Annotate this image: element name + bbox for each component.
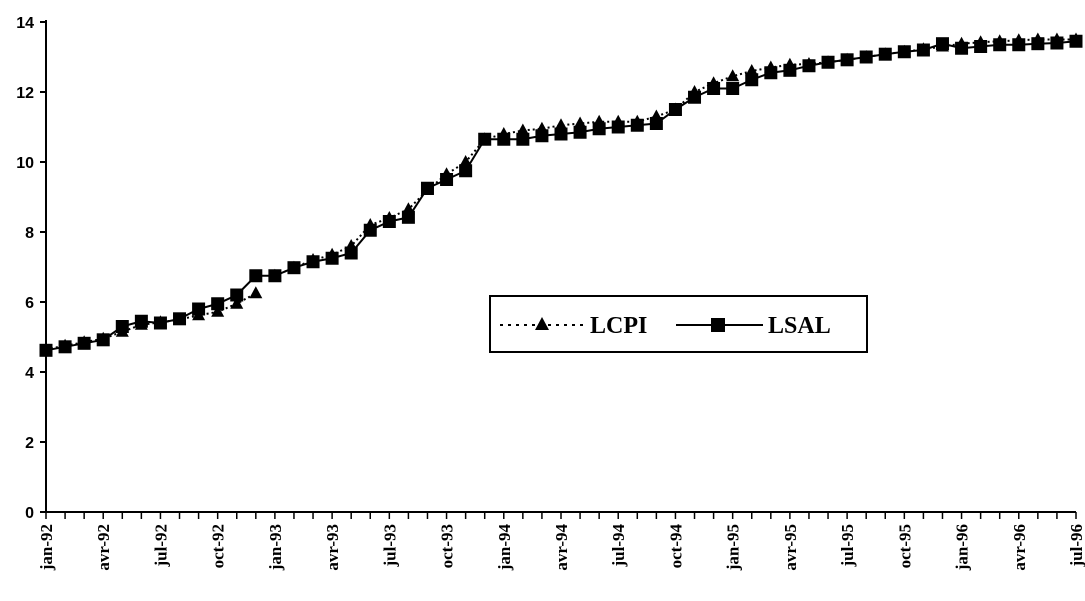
series-lsal-point: [192, 302, 206, 316]
x-tick-label: oct-95: [895, 524, 914, 568]
legend: LCPI LSAL: [489, 295, 868, 353]
series-lcpi-point: [230, 296, 244, 309]
y-tick-label: 8: [25, 225, 34, 242]
series-lcpi-point: [287, 260, 301, 273]
series-lcpi-point: [211, 304, 225, 317]
series-lcpi-point: [935, 39, 949, 52]
series-lsal-point: [173, 312, 187, 326]
x-tick-label: jan-95: [724, 524, 743, 571]
x-tick-label: avr-93: [323, 524, 342, 571]
x-tick-label: jul-95: [838, 524, 857, 568]
series-lcpi-point: [668, 102, 682, 115]
x-tick-label: avr-96: [1010, 524, 1029, 571]
series-lsal-point: [249, 269, 263, 283]
y-tick-label: 2: [25, 435, 34, 452]
x-tick-label: oct-94: [666, 524, 685, 569]
series-layer: [39, 32, 1083, 357]
x-tick-label: oct-92: [209, 524, 228, 568]
legend-lcpi-triangle-marker: [535, 317, 549, 330]
series-lsal-point: [554, 127, 568, 141]
x-tick-label: jan-92: [37, 524, 56, 571]
series-lcpi-point: [535, 121, 549, 134]
series-lcpi-point: [459, 155, 473, 167]
series-lcpi-point: [440, 167, 454, 180]
series-lsal-point: [58, 340, 72, 354]
series-lcpi-point: [745, 64, 759, 76]
series-lcpi-point: [516, 123, 530, 136]
y-tick-label: 14: [16, 15, 34, 32]
series-lsal-point: [115, 320, 129, 333]
series-lcpi-point: [840, 52, 854, 65]
series-lcpi-point: [573, 116, 587, 129]
legend-label-lsal: LSAL: [768, 313, 831, 339]
series-lsal-point: [134, 314, 148, 328]
series-lcpi-point: [821, 55, 835, 68]
series-lcpi-point: [916, 42, 930, 55]
series-lsal-point: [459, 164, 473, 178]
series-lcpi-point: [707, 76, 721, 89]
legend-lsal-square-marker: [711, 318, 725, 332]
series-lcpi-point: [897, 44, 911, 57]
series-lsal-point: [77, 336, 91, 350]
x-tick-label: avr-92: [94, 524, 113, 571]
series-lcpi-point: [592, 114, 606, 127]
y-tick-label: 12: [16, 85, 34, 102]
series-lcpi-point: [306, 253, 320, 265]
series-lsal-point: [745, 73, 759, 87]
series-lcpi-line: [274, 38, 1076, 277]
x-tick-label: jul-96: [1067, 524, 1085, 568]
series-lcpi-point: [993, 34, 1007, 47]
x-tick-label: jul-94: [609, 524, 628, 568]
series-lsal-point: [726, 82, 740, 95]
series-lcpi-point: [401, 202, 415, 215]
x-tick-label: jan-94: [495, 524, 514, 572]
x-tick-label: jan-93: [266, 524, 285, 571]
series-lsal-point: [573, 125, 587, 139]
series-lsal-point: [96, 333, 110, 347]
x-tick-label: jul-93: [380, 524, 399, 568]
y-tick-label: 6: [25, 295, 34, 312]
series-lcpi-point: [478, 132, 492, 145]
legend-label-lcpi: LCPI: [590, 313, 647, 339]
x-tick-label: jul-92: [151, 524, 170, 568]
series-lcpi-point: [974, 35, 988, 48]
series-lcpi-point: [859, 50, 873, 62]
series-lcpi-point: [630, 114, 644, 127]
x-tick-label: avr-95: [781, 524, 800, 571]
series-lcpi-point: [1031, 32, 1045, 45]
series-lcpi-point: [726, 69, 740, 82]
x-tick-label: oct-93: [438, 524, 457, 568]
series-lcpi-point: [955, 36, 969, 49]
series-lcpi-point: [783, 57, 797, 70]
y-tick-label: 0: [25, 505, 34, 522]
axes: 0 2 4 6 8 10 12 14 jan-92 avr-92 jul-92 oct-92 jan-9…: [16, 15, 1085, 571]
series-lcpi-point: [363, 218, 377, 230]
series-lcpi-point: [1012, 33, 1026, 46]
series-lcpi-point: [878, 47, 892, 60]
series-lsal-point: [230, 288, 244, 302]
series-lsal-point: [153, 316, 167, 330]
series-lcpi-point: [611, 114, 625, 127]
series-lcpi-point: [764, 60, 778, 73]
series-lcpi-point: [325, 247, 339, 260]
y-tick-label: 4: [25, 365, 34, 382]
x-tick-label: avr-94: [552, 524, 571, 571]
series-lcpi-point: [382, 211, 396, 223]
series-lcpi-point: [249, 286, 263, 299]
series-lsal-point: [516, 132, 530, 146]
series-lcpi-point: [649, 109, 663, 122]
series-lcpi-point: [554, 118, 568, 131]
series-lcpi-point: [688, 85, 702, 97]
y-tick-label: 10: [16, 155, 34, 172]
series-lcpi-point: [344, 239, 358, 251]
series-lcpi-point: [1050, 32, 1064, 45]
x-tick-label: jan-96: [953, 524, 972, 571]
series-lcpi-point: [420, 183, 434, 195]
series-lsal-point: [211, 297, 225, 311]
series-lcpi-point: [268, 268, 282, 281]
series-lcpi-point: [802, 57, 816, 69]
series-lcpi-point: [1069, 32, 1083, 45]
series-lcpi-point: [497, 127, 511, 139]
